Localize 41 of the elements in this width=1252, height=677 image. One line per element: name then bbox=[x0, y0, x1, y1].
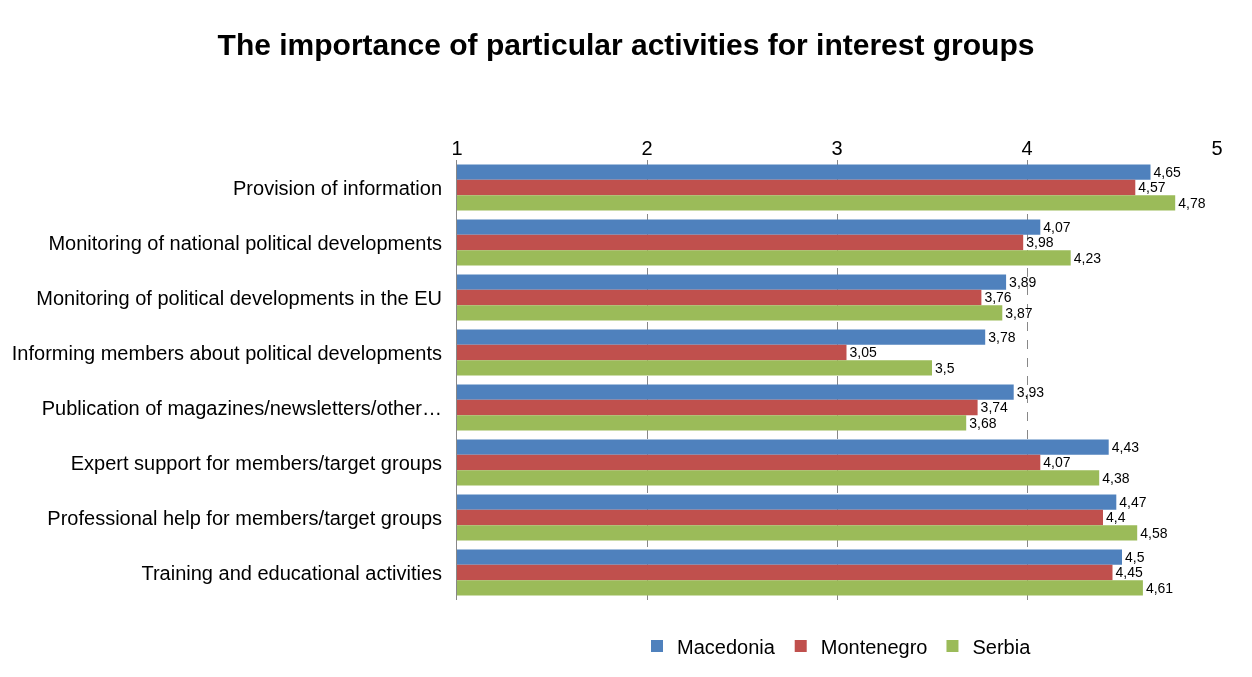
data-label: 3,05 bbox=[849, 344, 877, 361]
data-label: 4,07 bbox=[1043, 454, 1071, 471]
data-label: 3,78 bbox=[988, 329, 1016, 345]
data-label: 4,43 bbox=[1111, 439, 1140, 455]
y-tick-label: Publication of magazines/newsletters/other… bbox=[41, 396, 442, 419]
x-tick-label: 3 bbox=[831, 137, 843, 159]
y-tick-label: Training and educational activities bbox=[141, 561, 442, 584]
data-label: 3,68 bbox=[969, 414, 997, 431]
data-label: 4,78 bbox=[1178, 194, 1206, 211]
data-label: 4,4 bbox=[1106, 509, 1126, 526]
data-label: 4,57 bbox=[1138, 179, 1166, 196]
data-label: 3,76 bbox=[984, 289, 1012, 306]
data-label: 4,61 bbox=[1145, 579, 1174, 596]
y-tick-label: Monitoring of national political developments bbox=[48, 231, 442, 254]
data-label: 3,93 bbox=[1016, 384, 1045, 400]
data-label: 3,98 bbox=[1026, 234, 1054, 251]
x-tick-label: 5 bbox=[1211, 137, 1223, 159]
data-label: 4,23 bbox=[1073, 249, 1102, 266]
legend-label: Macedonia bbox=[677, 635, 776, 658]
x-tick-label: 1 bbox=[451, 137, 463, 159]
data-label: 4,5 bbox=[1125, 549, 1145, 565]
y-tick-label: Informing members about political developments bbox=[11, 341, 442, 364]
data-label: 3,74 bbox=[980, 399, 1009, 416]
y-tick-label: Expert support for members/target groups bbox=[70, 451, 442, 474]
y-tick-label: Monitoring of political developments in the EU bbox=[36, 286, 442, 309]
data-label: 4,65 bbox=[1153, 164, 1181, 180]
data-label: 4,58 bbox=[1140, 524, 1168, 541]
data-label: 3,89 bbox=[1009, 274, 1037, 290]
legend-label: Serbia bbox=[972, 635, 1032, 658]
y-tick-label: Provision of information bbox=[233, 176, 442, 199]
data-label: 4,07 bbox=[1043, 219, 1071, 235]
data-label: 4,45 bbox=[1115, 564, 1143, 581]
data-label: 4,38 bbox=[1102, 469, 1130, 486]
data-label: 4,47 bbox=[1119, 494, 1147, 510]
chart-title: The importance of particular activities for interest groups bbox=[217, 27, 1035, 61]
x-tick-label: 4 bbox=[1021, 137, 1033, 159]
data-label: 3,87 bbox=[1005, 304, 1033, 321]
x-tick-label: 2 bbox=[641, 137, 653, 159]
y-tick-label: Professional help for members/target groups bbox=[47, 506, 442, 529]
legend-label: Montenegro bbox=[820, 635, 928, 658]
data-label: 3,5 bbox=[935, 359, 955, 376]
